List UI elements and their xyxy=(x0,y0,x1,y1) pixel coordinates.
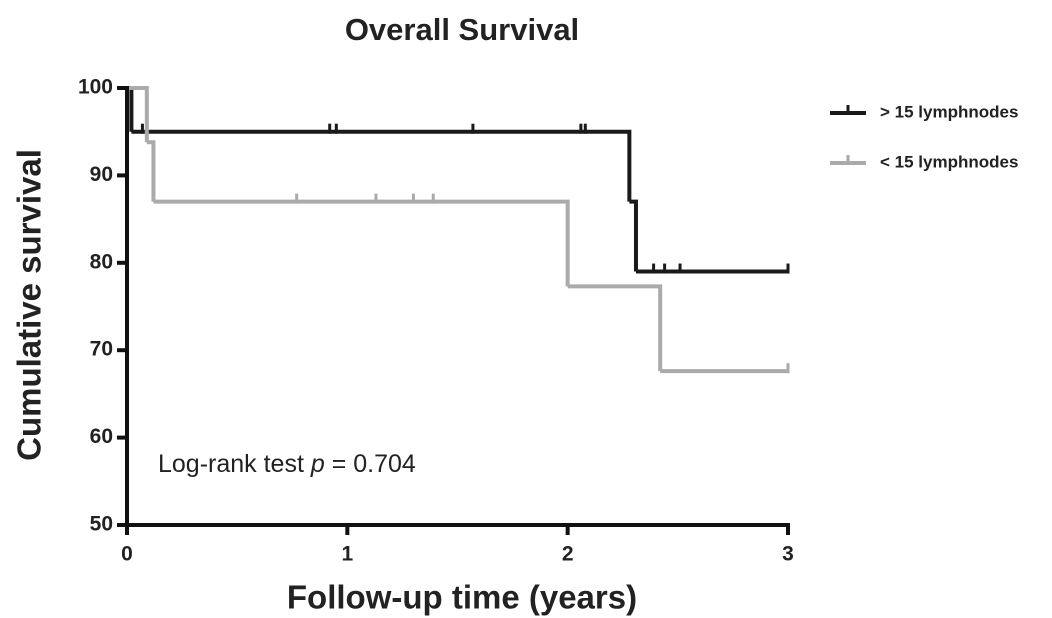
annotation: Log-rank test p = 0.704 xyxy=(158,450,416,478)
y-tick-label: 70 xyxy=(90,338,113,361)
survival-step xyxy=(127,86,149,143)
x-tick-label: 1 xyxy=(341,543,353,566)
survival-step xyxy=(131,129,632,202)
x-tick-label: 3 xyxy=(782,543,794,566)
annotation-text: = 0.704 xyxy=(325,450,416,478)
legend-label: > 15 lymphnodes xyxy=(880,102,1018,121)
x-axis-label: Follow-up time (years) xyxy=(287,579,637,616)
y-tick-label: 80 xyxy=(90,250,113,273)
survival-step xyxy=(629,199,638,272)
annotation-text: Log-rank test xyxy=(158,450,311,478)
survival-step xyxy=(153,199,570,287)
y-tick-label: 60 xyxy=(90,425,113,448)
survival-step xyxy=(567,284,663,372)
chart-title: Overall Survival xyxy=(345,12,579,47)
annotation-variable: p xyxy=(310,450,325,478)
y-axis-label: Cumulative survival xyxy=(11,149,48,461)
x-tick-label: 0 xyxy=(121,543,133,566)
y-tick-label: 90 xyxy=(90,163,113,186)
legend-label: < 15 lymphnodes xyxy=(880,152,1018,171)
y-tick-label: 100 xyxy=(78,76,113,99)
y-tick-label: 50 xyxy=(90,513,113,536)
survival-step xyxy=(146,140,156,202)
x-tick-label: 2 xyxy=(562,543,574,566)
